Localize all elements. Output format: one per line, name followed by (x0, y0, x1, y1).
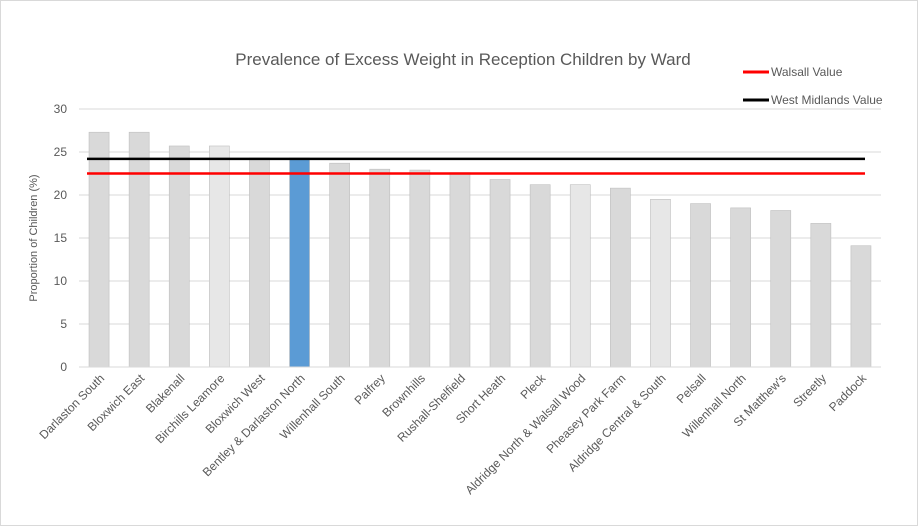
bar (168, 145, 190, 368)
bar (249, 157, 270, 368)
y-tick-label: 0 (60, 360, 67, 374)
bar (329, 162, 350, 368)
y-axis-ticks: 0 5 10 15 20 25 30 (54, 102, 68, 374)
bar (850, 245, 872, 368)
y-tick-label: 10 (54, 274, 68, 288)
legend: Walsall Value West Midlands Value (743, 65, 883, 107)
bar (730, 207, 751, 368)
bar (209, 145, 230, 368)
x-tick-label: Palfrey (352, 371, 388, 407)
bar (128, 131, 150, 368)
bar (569, 184, 591, 368)
legend-label: West Midlands Value (771, 93, 883, 107)
legend-label: Walsall Value (771, 65, 843, 79)
y-tick-label: 15 (54, 231, 68, 245)
bar (489, 179, 511, 368)
x-tick-label: Birchills Leamore (152, 371, 227, 446)
gridlines (79, 108, 881, 325)
bar (810, 223, 832, 368)
x-tick-label: Paddock (826, 371, 870, 415)
y-tick-label: 5 (60, 317, 67, 331)
bar (650, 199, 671, 368)
bar (770, 210, 792, 368)
bar (88, 131, 110, 368)
bar (690, 203, 711, 368)
x-tick-label: Streetly (790, 371, 829, 410)
bar (610, 187, 631, 368)
bar (529, 184, 551, 368)
x-tick-label: Pleck (518, 371, 549, 402)
chart-title: Prevalence of Excess Weight in Reception… (235, 50, 690, 69)
bar (409, 169, 431, 368)
x-tick-label: Pelsall (674, 371, 709, 406)
bar (449, 172, 471, 368)
y-tick-label: 30 (54, 102, 68, 116)
x-tick-label: Rushall-Shelfield (394, 371, 468, 445)
y-tick-label: 20 (54, 188, 68, 202)
bar (369, 168, 391, 368)
bar (289, 157, 310, 368)
bars (88, 131, 872, 368)
y-tick-label: 25 (54, 145, 68, 159)
reference-lines (87, 157, 865, 175)
y-axis-title: Proportion of Children (%) (28, 174, 40, 301)
